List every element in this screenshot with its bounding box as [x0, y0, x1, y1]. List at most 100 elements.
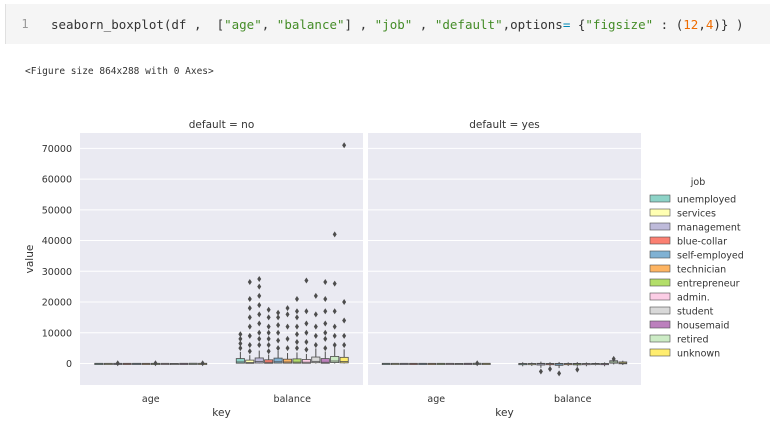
- outlier-point: [575, 366, 580, 373]
- legend-label: management: [677, 223, 741, 234]
- outlier-point: [313, 332, 318, 339]
- outlier-point: [323, 329, 328, 336]
- code-token: =: [562, 16, 571, 32]
- outlier-point: [332, 280, 337, 287]
- box-body: [245, 359, 255, 364]
- x-tick-label: age: [427, 394, 445, 405]
- legend-label: retired: [677, 335, 708, 346]
- legend-swatch: [649, 306, 671, 315]
- y-tick-label: 20000: [42, 298, 72, 309]
- legend-swatch: [649, 292, 671, 301]
- outlier-point: [257, 275, 262, 282]
- outlier-point: [538, 368, 543, 375]
- outlier-point: [266, 323, 271, 330]
- outlier-point: [332, 342, 337, 349]
- legend-swatch: [649, 250, 671, 259]
- line-number: 1: [21, 17, 29, 31]
- code-token: "job": [374, 16, 413, 32]
- outlier-point: [247, 305, 252, 312]
- outlier-point: [257, 302, 262, 309]
- code-token: 4: [705, 16, 714, 32]
- code-token: : (: [653, 16, 684, 32]
- outlier-point: [238, 335, 243, 342]
- outlier-point: [257, 311, 262, 318]
- code-token: "default": [434, 16, 503, 32]
- outlier-point: [115, 360, 120, 367]
- outlier-point: [323, 295, 328, 302]
- outlier-point: [257, 329, 262, 336]
- legend-label: admin.: [677, 293, 710, 304]
- outlier-point: [342, 317, 347, 324]
- outlier-point: [332, 332, 337, 339]
- x-axis-label: key: [495, 407, 513, 419]
- code-token: ,: [412, 16, 435, 32]
- outlier-point: [257, 335, 262, 342]
- outlier-point: [304, 338, 309, 345]
- outlier-point: [294, 338, 299, 345]
- plot-panel: [368, 133, 641, 385]
- panel-title: default = no: [189, 119, 255, 131]
- y-tick-label: 40000: [42, 236, 72, 247]
- outlier-point: [266, 348, 271, 355]
- outlier-point: [313, 342, 318, 349]
- outlier-point: [247, 332, 252, 339]
- x-axis-label: key: [212, 407, 230, 419]
- outlier-point: [294, 308, 299, 315]
- outlier-point: [247, 342, 252, 349]
- outlier-point: [247, 314, 252, 321]
- outlier-point: [247, 323, 252, 330]
- outlier-point: [332, 323, 337, 330]
- box-body: [301, 359, 311, 364]
- outlier-point: [342, 342, 347, 349]
- code-line[interactable]: seaborn_boxplot(df , ["age", "balance"] …: [51, 4, 764, 44]
- x-tick-label: balance: [554, 394, 592, 405]
- box-body: [339, 356, 349, 364]
- legend-label: student: [677, 307, 714, 318]
- code-token: ,: [698, 16, 706, 32]
- outlier-point: [266, 342, 271, 349]
- code-token: seaborn_boxplot(df , [: [51, 16, 225, 32]
- code-token: )} ): [713, 16, 744, 32]
- outlier-point: [475, 360, 480, 367]
- legend-swatch: [649, 222, 671, 231]
- panel-title: default = yes: [469, 119, 540, 131]
- code-token: "balance": [276, 16, 345, 32]
- outlier-point: [323, 345, 328, 352]
- outlier-point: [611, 355, 616, 362]
- code-token: "age": [224, 16, 262, 32]
- cell-output-text: <Figure size 864x288 with 0 Axes>: [25, 66, 214, 77]
- code-cell[interactable]: 1 seaborn_boxplot(df , ["age", "balance"…: [5, 4, 770, 44]
- outlier-point: [294, 331, 299, 338]
- box-body: [264, 359, 274, 364]
- outlier-point: [313, 292, 318, 299]
- legend-swatch: [649, 264, 671, 273]
- box-body: [283, 358, 293, 364]
- legend-swatch: [649, 278, 671, 287]
- legend-label: housemaid: [677, 321, 729, 332]
- box-body: [235, 358, 245, 364]
- legend-swatch: [649, 194, 671, 203]
- legend-label: unemployed: [677, 195, 736, 206]
- outlier-point: [304, 346, 309, 353]
- outlier-point: [313, 323, 318, 330]
- outlier-point: [247, 295, 252, 302]
- boxplot-figure: default = no age balance key default = yes ag…: [24, 119, 744, 419]
- y-tick-label: 60000: [42, 175, 72, 186]
- outlier-point: [342, 299, 347, 306]
- box-body: [330, 356, 340, 363]
- code-token: {: [570, 16, 586, 32]
- outlier-point: [557, 370, 562, 377]
- box-body: [311, 356, 321, 364]
- outlier-point: [304, 308, 309, 315]
- outlier-point: [285, 311, 290, 318]
- outlier-point: [200, 360, 205, 367]
- outlier-point: [285, 335, 290, 342]
- outlier-point: [276, 329, 281, 336]
- legend-swatch: [649, 334, 671, 343]
- outlier-point: [332, 231, 337, 238]
- outlier-point: [294, 295, 299, 302]
- y-tick-label: 10000: [42, 328, 72, 339]
- outlier-point: [247, 279, 252, 286]
- legend-swatch: [649, 348, 671, 357]
- outlier-point: [257, 342, 262, 349]
